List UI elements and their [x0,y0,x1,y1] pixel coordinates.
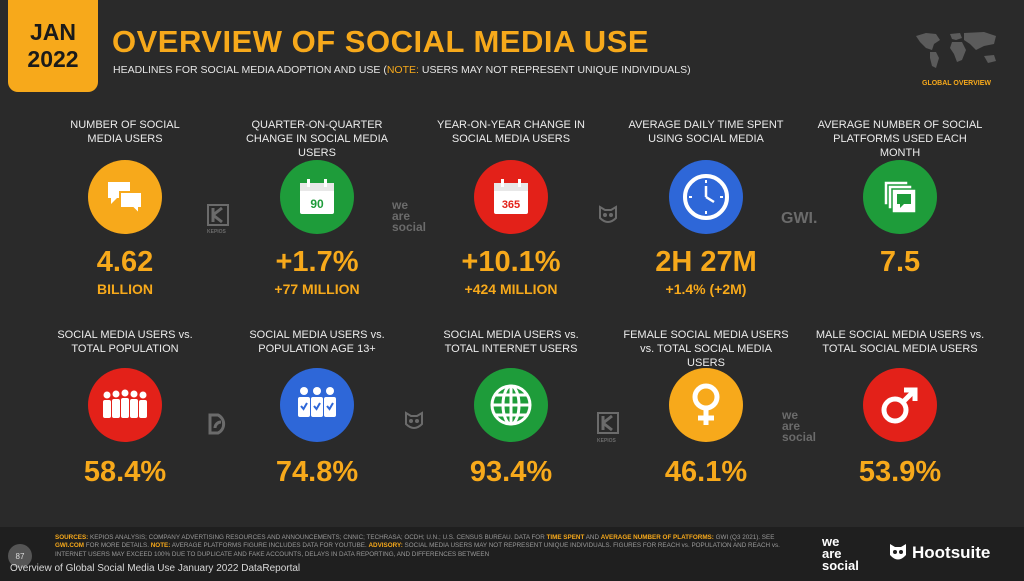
kepios-watermark-icon: KEPIOS [207,204,229,238]
page-number: 87 [8,544,32,568]
sources-body: KEPIOS ANALYSIS; COMPANY ADVERTISING RES… [90,534,545,541]
calendar-90-icon: 90 [280,160,354,234]
footer-bar [0,527,1024,581]
badge-month: JAN [29,19,76,45]
stat-label: SOCIAL MEDIA USERS vs. TOTAL INTERNET US… [443,329,579,355]
we-are-social-watermark: we are social [392,198,427,234]
stat-value: 93.4% [469,456,553,488]
sources-anp: AVERAGE NUMBER OF PLATFORMS: [600,534,714,541]
was-are-2: are [782,419,801,433]
male-symbol-icon [863,368,937,442]
region-label: GLOBAL OVERVIEW [922,80,991,87]
datareportal-watermark-icon [208,413,226,435]
logo-social: social [822,558,859,573]
was-are: are [392,209,411,223]
calendar-365-icon: 365 [474,160,548,234]
stat-label: FEMALE SOCIAL MEDIA USERS vs. TOTAL SOCI… [623,329,789,369]
note-label: NOTE: [150,542,171,550]
stat-label: QUARTER-ON-QUARTER CHANGE IN SOCIAL MEDI… [245,119,388,159]
kepios-watermark-2-icon: KEPIOS [597,412,619,447]
stat-card-yoy-change: YEAR-ON-YEAR CHANGE IN SOCIAL MEDIA USER… [426,118,596,297]
was-social: social [392,220,427,234]
stat-card-vs-age13: SOCIAL MEDIA USERS vs. POPULATION AGE 13… [232,328,402,488]
stat-label: AVERAGE NUMBER OF SOCIAL PLATFORMS USED … [817,119,983,159]
stat-card-vs-internet: SOCIAL MEDIA USERS vs. TOTAL INTERNET US… [426,328,596,488]
stat-label: AVERAGE DAILY TIME SPENT USING SOCIAL ME… [628,119,784,145]
stat-label: SOCIAL MEDIA USERS vs. TOTAL POPULATION [57,329,193,355]
subtitle-post: USERS MAY NOT REPRESENT UNIQUE INDIVIDUA… [418,64,691,76]
was-social-2: social [782,430,817,444]
stat-value: +10.1% [461,246,561,278]
sources-gwi-more: FOR MORE DETAILS. [85,542,149,550]
globe-icon [474,368,548,442]
we-are-social-watermark-2: we are social [782,408,817,444]
stat-value: 74.8% [275,456,359,488]
gwi-watermark: GWI. [781,210,818,227]
badge-year: 2022 [27,46,79,72]
calendar-365-text: 365 [502,199,520,211]
stacked-cards-icon [863,160,937,234]
hootsuite-text: Hootsuite [912,543,991,562]
stat-sub: +424 MILLION [464,281,558,297]
stat-sub: +1.4% (+2M) [665,281,747,297]
clock-icon [669,160,743,234]
world-map-icon [916,32,996,68]
female-symbol-icon [669,368,743,442]
hootsuite-owl-watermark-2-icon [405,411,423,429]
we-are-social-logo: we are social [822,534,859,573]
was-we-2: we [782,408,799,422]
stat-value: 58.4% [83,456,167,488]
note-text: AVERAGE PLATFORMS FIGURE INCLUDES DATA F… [171,542,367,550]
stat-value: 4.62 [96,246,154,278]
hootsuite-owl-watermark-icon [599,205,617,223]
stat-label: SOCIAL MEDIA USERS vs. POPULATION AGE 13… [249,329,385,355]
advisory-label: ADVISORY: [368,542,403,550]
page-subtitle: HEADLINES FOR SOCIAL MEDIA ADOPTION AND … [113,64,691,76]
page-title: OVERVIEW OF SOCIAL MEDIA USE [112,24,650,59]
stat-card-daily-time: AVERAGE DAILY TIME SPENT USING SOCIAL ME… [621,118,791,297]
chat-bubbles-icon [88,160,162,234]
stat-value: 46.1% [664,456,748,488]
subtitle-pre: HEADLINES FOR SOCIAL MEDIA ADOPTION AND … [113,64,387,76]
stat-label: YEAR-ON-YEAR CHANGE IN SOCIAL MEDIA USER… [437,119,585,145]
group-check-icon [280,368,354,442]
logo-are: are [822,546,842,561]
was-we: we [392,198,409,212]
sources-text: SOURCES: KEPIOS ANALYSIS; COMPANY ADVERT… [55,534,795,559]
stat-card-social-users: NUMBER OF SOCIAL MEDIA USERS 4.62 BILLIO… [40,118,210,297]
stat-sub: BILLION [97,281,153,297]
calendar-90-text: 90 [310,197,324,211]
sources-tsu: TIME SPENT [546,534,585,541]
stat-value: 7.5 [879,246,921,278]
stat-value: 2H 27M [655,246,757,278]
stat-label: MALE SOCIAL MEDIA USERS vs. TOTAL SOCIAL… [815,329,985,355]
stat-card-male: MALE SOCIAL MEDIA USERS vs. TOTAL SOCIAL… [815,328,985,488]
stat-sub: +77 MILLION [274,281,360,297]
stat-card-platforms: AVERAGE NUMBER OF SOCIAL PLATFORMS USED … [815,118,985,278]
kepios-watermark-text: KEPIOS [207,229,226,235]
image-caption: Overview of Global Social Media Use Janu… [10,563,301,574]
sources-and: AND [585,534,599,541]
sources-gwi: GWI (Q3 2021). SEE [715,534,775,541]
stat-card-female: FEMALE SOCIAL MEDIA USERS vs. TOTAL SOCI… [621,328,791,488]
subtitle-note: NOTE: [386,64,419,76]
stat-label: NUMBER OF SOCIAL MEDIA USERS [70,119,180,145]
date-badge: JAN 2022 [8,0,98,92]
kepios-watermark-2-text: KEPIOS [597,438,616,444]
gwi-link[interactable]: GWI.COM [55,542,85,550]
stat-value: +1.7% [275,246,359,278]
crowd-icon [88,368,162,442]
hootsuite-logo: Hootsuite [888,542,990,564]
stat-card-qoq-change: QUARTER-ON-QUARTER CHANGE IN SOCIAL MEDI… [232,118,402,297]
stat-value: 53.9% [858,456,942,488]
hootsuite-owl-icon [890,544,906,560]
stat-card-vs-population: SOCIAL MEDIA USERS vs. TOTAL POPULATION … [40,328,210,488]
sources-label: SOURCES: [55,534,89,541]
logo-we: we [822,534,840,549]
advisory-text: SOCIAL MEDIA USERS MAY NOT REPRESENT UNI… [55,542,780,558]
